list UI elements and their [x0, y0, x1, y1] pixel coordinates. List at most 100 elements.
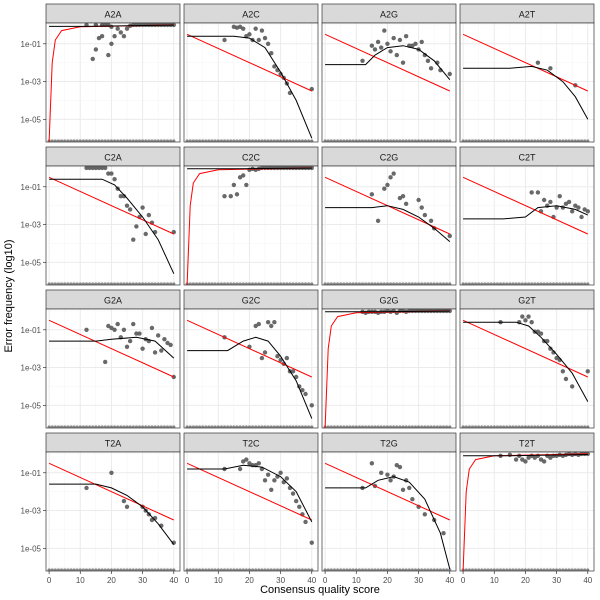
zero-error-point — [188, 568, 192, 571]
facet-strip-label: C2T — [518, 153, 536, 163]
observed-error-point — [535, 190, 541, 195]
zero-error-point — [379, 139, 383, 142]
zero-error-point — [210, 139, 214, 142]
zero-error-point — [542, 139, 546, 142]
y-tick-label: 1e-03 — [21, 507, 42, 516]
observed-error-point — [140, 205, 145, 210]
observed-error-point — [131, 321, 136, 327]
zero-error-point — [464, 425, 468, 428]
zero-error-point — [310, 282, 314, 285]
zero-error-point — [473, 282, 478, 285]
zero-error-point — [250, 282, 255, 285]
grid-lines — [460, 166, 594, 285]
panel-a2c: A2C — [183, 3, 319, 143]
zero-error-point — [275, 139, 280, 142]
zero-error-point — [323, 139, 327, 142]
observed-error-point — [297, 504, 302, 509]
zero-error-point — [285, 425, 289, 428]
fitted-error-line — [187, 464, 313, 523]
zero-error-point — [275, 282, 280, 285]
zero-error-point — [191, 568, 195, 571]
zero-error-point — [141, 282, 145, 285]
zero-error-point — [445, 139, 449, 142]
nominal-q-line — [324, 33, 451, 92]
zero-error-point — [159, 425, 163, 428]
panel-g2a: G2A 1e-01 1e-03 1e-05 — [21, 289, 181, 429]
zero-error-point — [373, 568, 377, 571]
zero-error-point — [153, 282, 157, 285]
zero-error-point — [303, 568, 308, 571]
zero-error-point — [153, 139, 157, 142]
zero-error-point — [335, 425, 340, 428]
zero-error-point — [498, 282, 503, 285]
x-tick-label: 10 — [490, 576, 499, 585]
zero-error-point — [558, 425, 562, 428]
zero-error-point — [376, 139, 380, 142]
x-axis-title: Consensus quality score — [260, 584, 380, 596]
observed-error-point — [234, 192, 240, 197]
zero-error-point — [235, 425, 239, 428]
observed-error-point — [520, 314, 525, 319]
zero-error-point — [373, 282, 377, 285]
observed-error-point — [284, 476, 290, 481]
zero-error-point — [269, 139, 273, 142]
fitted-error-line — [463, 65, 589, 120]
zero-error-point — [72, 282, 76, 285]
nominal-q-line — [48, 462, 175, 521]
observed-error-point — [262, 478, 268, 483]
zero-error-point — [357, 139, 361, 142]
observed-error-point — [237, 466, 243, 472]
zero-error-point — [128, 568, 132, 571]
zero-error-point — [438, 568, 443, 571]
observed-error-point — [379, 45, 384, 50]
zero-error-point — [229, 139, 233, 142]
zero-error-point — [204, 568, 208, 571]
zero-error-point — [530, 282, 534, 285]
zero-error-point — [536, 139, 540, 142]
zero-error-point — [551, 282, 556, 285]
zero-error-point — [185, 139, 189, 142]
panel-background — [322, 309, 456, 428]
observed-error-point — [159, 348, 164, 353]
zero-error-point — [134, 425, 138, 428]
zero-error-point — [294, 282, 298, 285]
observed-error-point — [137, 331, 142, 336]
zero-error-point — [404, 425, 408, 428]
zero-error-point — [47, 425, 51, 428]
panel-t2c: T2C 0 10 20 30 40 — [183, 432, 319, 585]
facet-strip-label: C2C — [242, 153, 261, 163]
facet-strip-label: T2T — [519, 439, 536, 449]
zero-error-point — [97, 282, 101, 285]
observed-error-point — [397, 37, 403, 43]
zero-error-point — [269, 282, 273, 285]
zero-error-point — [398, 282, 402, 285]
zero-error-point — [50, 139, 54, 142]
grid-lines — [184, 166, 318, 285]
zero-error-point — [213, 568, 217, 571]
zero-error-point — [382, 425, 386, 428]
zero-error-point — [291, 139, 295, 142]
zero-error-point — [505, 139, 509, 142]
zero-error-point — [545, 139, 549, 142]
facet-strip-label: G2G — [379, 296, 398, 306]
zero-error-point — [536, 425, 540, 428]
zero-error-point — [288, 425, 292, 428]
zero-error-point — [573, 425, 577, 428]
zero-error-point — [520, 425, 524, 428]
observed-error-point — [99, 34, 105, 39]
panel-border — [183, 308, 319, 429]
zero-error-point — [238, 139, 242, 142]
panel-border — [45, 451, 181, 572]
observed-error-point — [560, 369, 566, 374]
observed-error-point — [244, 182, 249, 188]
zero-error-point — [257, 425, 261, 428]
zero-error-point — [201, 568, 205, 571]
zero-error-point — [345, 425, 349, 428]
zero-error-point — [360, 282, 365, 285]
zero-error-point — [162, 425, 167, 428]
zero-error-point — [216, 568, 220, 571]
zero-error-point — [47, 282, 51, 285]
zero-error-point — [91, 425, 95, 428]
panel-g2g: G2G — [321, 289, 457, 429]
zero-error-point — [426, 425, 430, 428]
